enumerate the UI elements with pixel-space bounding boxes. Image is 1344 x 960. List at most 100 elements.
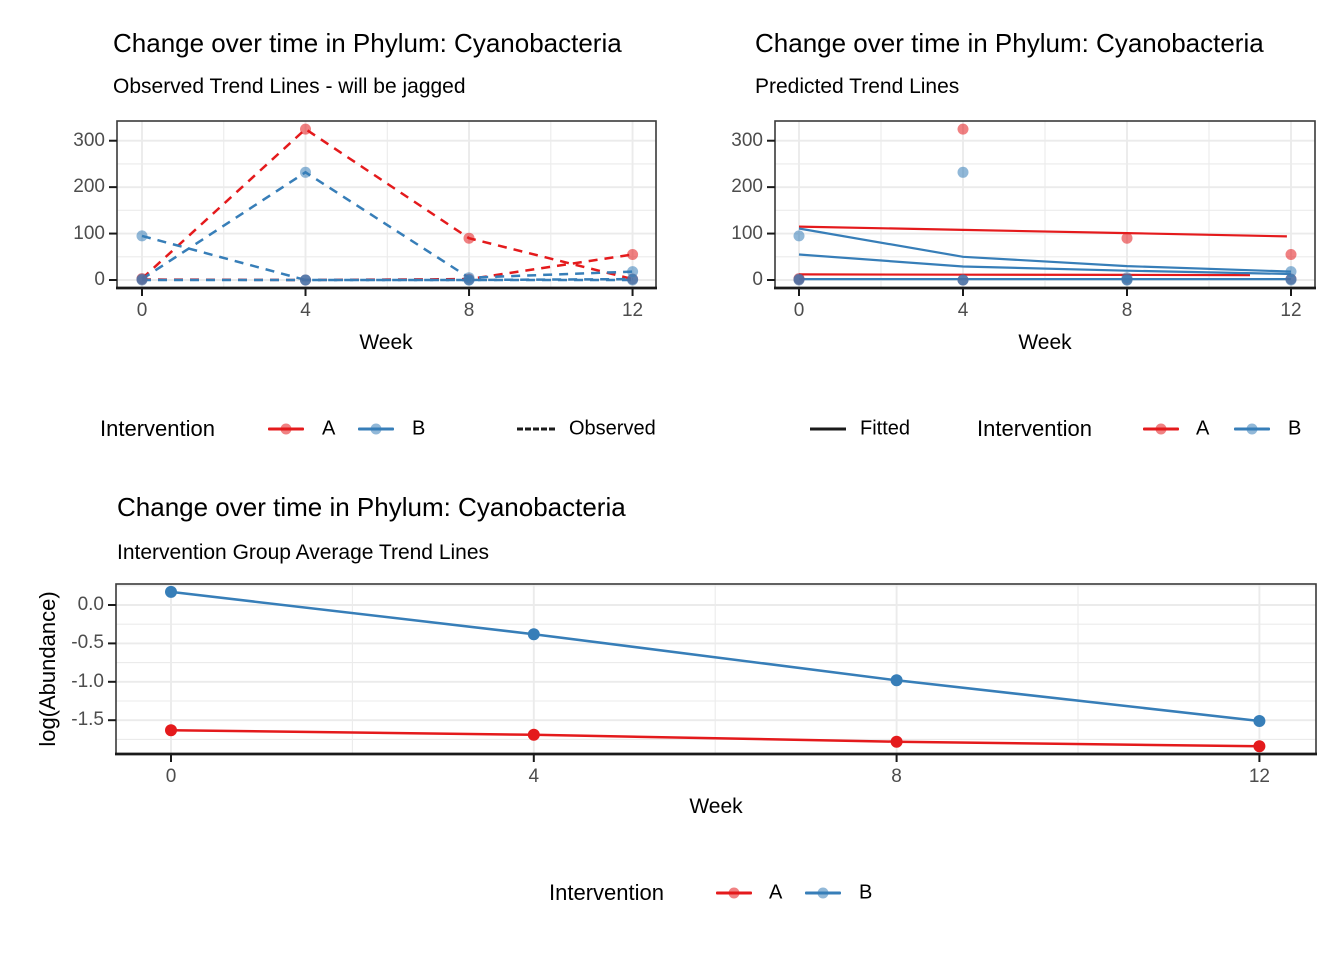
data-point-a-subject-1 xyxy=(463,232,475,244)
data-point-b-subject-2 xyxy=(300,166,311,178)
data-point-b-subject-2 xyxy=(627,266,639,278)
y-tick-label: 200 xyxy=(731,176,763,198)
series-line-a-fitted-2 xyxy=(798,273,1251,277)
legend-key-dot-a xyxy=(728,887,740,899)
data-point-intervention-a-group-average xyxy=(1253,740,1266,753)
average-legend-label-a: A xyxy=(769,881,783,904)
data-point-a-subject-2 xyxy=(627,249,639,260)
data-point-b-observed-points-2 xyxy=(957,166,969,178)
panel-background xyxy=(116,584,1316,754)
axis-tick-marks xyxy=(767,139,1292,296)
data-point-b-observed-points-3 xyxy=(1121,274,1133,286)
data-point-intervention-b-group-average xyxy=(890,674,903,687)
predicted-legend-label-b: B xyxy=(1288,417,1302,440)
data-point-b-subject-3 xyxy=(300,274,311,286)
data-point-intervention-a-group-average xyxy=(890,735,903,748)
series-line-b-fitted-1 xyxy=(798,227,1292,273)
data-point-intervention-a-group-average xyxy=(527,728,540,741)
observed-panel-title: Change over time in Phylum: Cyanobacteri… xyxy=(113,28,622,58)
legend-key-dot-b xyxy=(1246,423,1258,435)
y-tick-label: -1.0 xyxy=(71,670,104,692)
legend-key-dot-a xyxy=(280,423,292,435)
data-point-b-observed-points-3 xyxy=(1285,274,1297,286)
series-line-b-fitted-2 xyxy=(798,253,1292,276)
average-legend-label-b: B xyxy=(859,881,873,904)
series-line-b-subject-2 xyxy=(141,170,633,281)
observed-x-axis-title: Week xyxy=(359,331,413,354)
series-lines xyxy=(798,225,1292,281)
data-point-b-subject-3 xyxy=(627,274,639,286)
data-point-b-subject-3 xyxy=(463,274,475,286)
data-point-b-subject-3 xyxy=(136,274,148,286)
axis-tick-marks xyxy=(109,139,634,296)
average-legend-title: Intervention xyxy=(549,880,664,905)
predicted-panel-title: Change over time in Phylum: Cyanobacteri… xyxy=(755,28,1264,58)
observed-legend-title: Intervention xyxy=(100,416,215,441)
data-point-a-observed-points-1 xyxy=(957,123,969,135)
data-point-intervention-b-group-average xyxy=(165,585,177,598)
series-lines xyxy=(141,127,633,282)
axis-tick-marks xyxy=(108,604,1261,762)
x-tick-label: 0 xyxy=(136,300,148,321)
observed-legend-label-a: A xyxy=(322,417,336,440)
predicted-legend-label-a: A xyxy=(1196,417,1210,440)
data-point-b-observed-points-2 xyxy=(1285,266,1297,278)
average-panel-title: Change over time in Phylum: Cyanobacteri… xyxy=(117,492,626,522)
x-tick-label: 4 xyxy=(957,300,969,321)
data-point-b-subject-1 xyxy=(136,230,148,242)
observed-legend-label-observed: Observed xyxy=(569,417,656,440)
observed-panel-subtitle: Observed Trend Lines - will be jagged xyxy=(113,75,466,98)
predicted-panel-subtitle: Predicted Trend Lines xyxy=(755,75,960,98)
series-lines xyxy=(170,590,1260,748)
y-tick-label: 100 xyxy=(73,222,105,244)
y-tick-label: 0.0 xyxy=(77,594,104,615)
y-tick-label: -0.5 xyxy=(71,632,104,654)
y-tick-label: -1.5 xyxy=(71,709,104,731)
x-tick-label: 0 xyxy=(165,766,177,787)
legend-key-dot-b xyxy=(370,423,382,435)
x-tick-label: 8 xyxy=(1121,300,1133,321)
y-tick-label: 300 xyxy=(731,129,763,151)
observed-legend-label-b: B xyxy=(412,417,426,440)
x-tick-label: 12 xyxy=(1248,766,1270,787)
data-point-intervention-b-group-average xyxy=(1253,715,1266,727)
y-tick-label: 300 xyxy=(73,129,105,151)
predicted-x-axis-title: Week xyxy=(1018,331,1072,354)
x-tick-label: 12 xyxy=(621,300,644,321)
data-point-a-observed-points-2 xyxy=(1285,249,1297,260)
y-tick-label: 200 xyxy=(73,176,105,198)
legend-key-dashed-line xyxy=(517,427,555,431)
x-tick-label: 8 xyxy=(463,300,475,321)
y-tick-label: 0 xyxy=(94,269,105,290)
series-line-b-subject-1 xyxy=(141,234,633,282)
data-point-b-observed-points-3 xyxy=(793,274,805,286)
data-point-intervention-b-group-average xyxy=(527,628,540,641)
legend-key-solid-line xyxy=(810,427,846,431)
series-points xyxy=(793,123,1297,286)
data-point-a-subject-1 xyxy=(300,123,311,135)
series-line-a-subject-1 xyxy=(141,127,633,281)
x-tick-label: 0 xyxy=(793,300,805,321)
series-line-a-fitted-1 xyxy=(798,225,1287,238)
average-panel-subtitle: Intervention Group Average Trend Lines xyxy=(117,541,490,564)
legend-key-dot-b xyxy=(817,887,829,899)
legend-key-dot-a xyxy=(1155,423,1167,435)
predicted-legend-label-fitted: Fitted xyxy=(860,417,911,440)
data-point-b-observed-points-3 xyxy=(957,274,969,286)
series-line-intervention-b-group-average xyxy=(170,590,1260,723)
data-point-a-observed-points-1 xyxy=(1121,232,1133,244)
x-tick-label: 4 xyxy=(528,766,540,787)
y-tick-label: 0 xyxy=(752,269,763,290)
series-line-intervention-a-group-average xyxy=(170,728,1260,748)
data-point-intervention-a-group-average xyxy=(165,724,177,737)
predicted-legend-title: Intervention xyxy=(977,416,1092,441)
series-points xyxy=(165,585,1266,753)
x-tick-label: 8 xyxy=(891,766,902,787)
x-tick-label: 12 xyxy=(1280,300,1302,321)
average-x-axis-title: Week xyxy=(689,795,743,818)
data-point-b-observed-points-1 xyxy=(793,230,805,242)
panel-background xyxy=(117,121,656,288)
series-points xyxy=(136,123,639,286)
